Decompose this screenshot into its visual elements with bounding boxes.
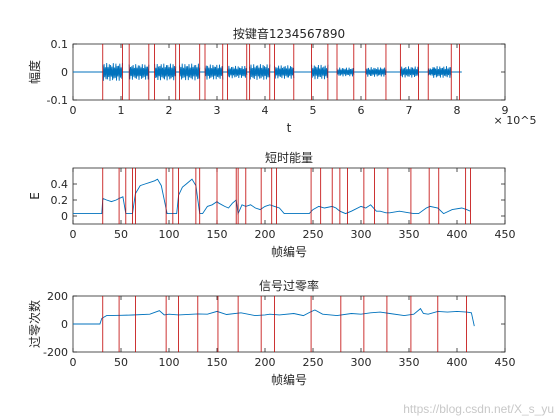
x-tick-label: 8: [454, 104, 461, 117]
x-tick-label: 250: [303, 228, 324, 241]
x-tick-label: 0: [70, 104, 77, 117]
x-axis-label: 帧编号: [271, 244, 307, 259]
x-axis-label: 帧编号: [271, 372, 307, 387]
signal-segment: [227, 65, 248, 79]
x-exponent-label: × 10^5: [494, 114, 537, 127]
x-tick-label: 7: [406, 104, 413, 117]
signal-segment: [365, 67, 387, 77]
y-axis-label: 幅度: [27, 60, 42, 84]
x-tick-label: 100: [159, 228, 180, 241]
panel-2: 0 50 100 150 200 250 300 350 400 450 0 0.2 0.4 短时能量 E 帧…: [28, 151, 516, 259]
x-tick-label: 200: [255, 228, 276, 241]
axes-box: [72, 167, 506, 225]
watermark: https://blog.csdn.net/X_s_yu: [403, 402, 554, 416]
x-tick-label: 150: [207, 356, 228, 369]
y-axis-label: 过零次数: [27, 300, 42, 348]
x-tick-label: 3: [214, 104, 221, 117]
x-axis-label: t: [287, 121, 292, 135]
x-tick-label: 4: [262, 104, 269, 117]
y-tick-label: 0.4: [51, 178, 69, 191]
x-tick-label: 0: [70, 228, 77, 241]
x-tick-label: 400: [447, 356, 468, 369]
series-line: [73, 178, 471, 216]
x-tick-label: 9: [502, 104, 509, 117]
y-axis-label: E: [28, 192, 42, 200]
x-tick-label: 450: [495, 356, 516, 369]
x-tick-label: 350: [399, 228, 420, 241]
signal-segment: [432, 66, 452, 78]
signal-segment: [128, 64, 150, 80]
series-line: [73, 307, 475, 327]
y-tick-label: 0: [61, 66, 68, 79]
signal-segment: [102, 62, 123, 81]
x-tick-label: 2: [166, 104, 173, 117]
x-tick-label: 250: [303, 356, 324, 369]
x-tick-label: 6: [358, 104, 365, 117]
x-tick-label: 200: [255, 356, 276, 369]
signal-segment: [336, 67, 355, 77]
x-tick-label: 100: [159, 356, 180, 369]
signal-segment: [249, 64, 271, 80]
x-tick-label: 50: [114, 228, 128, 241]
y-tick-label: 0.1: [51, 38, 69, 51]
signal-segment: [154, 63, 177, 81]
signal-segment: [204, 64, 224, 80]
axes-box: [72, 295, 506, 353]
y-tick-label: 0.2: [51, 194, 69, 207]
y-tick-label: -0.1: [47, 94, 68, 107]
x-tick-label: 350: [399, 356, 420, 369]
y-tick-label: -200: [43, 346, 68, 359]
signal-segment: [399, 66, 420, 78]
x-tick-label: 0: [70, 356, 77, 369]
chart-title: 信号过零率: [259, 278, 319, 293]
panel-3: 0 50 100 150 200 250 300 350 400 450-2000200信号过零率…: [27, 278, 516, 387]
x-tick-label: 300: [351, 356, 372, 369]
signal-segment: [179, 63, 201, 81]
chart-title: 短时能量: [265, 151, 313, 165]
signal-segment: [274, 65, 295, 79]
y-tick-label: 200: [47, 290, 68, 303]
y-tick-label: 0: [61, 318, 68, 331]
chart-title: 按键音1234567890: [233, 26, 345, 41]
x-tick-label: 400: [447, 228, 468, 241]
x-tick-label: 150: [207, 228, 228, 241]
x-tick-label: 450: [495, 228, 516, 241]
x-tick-label: 50: [114, 356, 128, 369]
x-tick-label: 5: [310, 104, 317, 117]
x-tick-label: 300: [351, 228, 372, 241]
x-tick-label: 1: [118, 104, 125, 117]
signal-segment: [311, 64, 329, 80]
y-tick-label: 0: [61, 210, 68, 223]
